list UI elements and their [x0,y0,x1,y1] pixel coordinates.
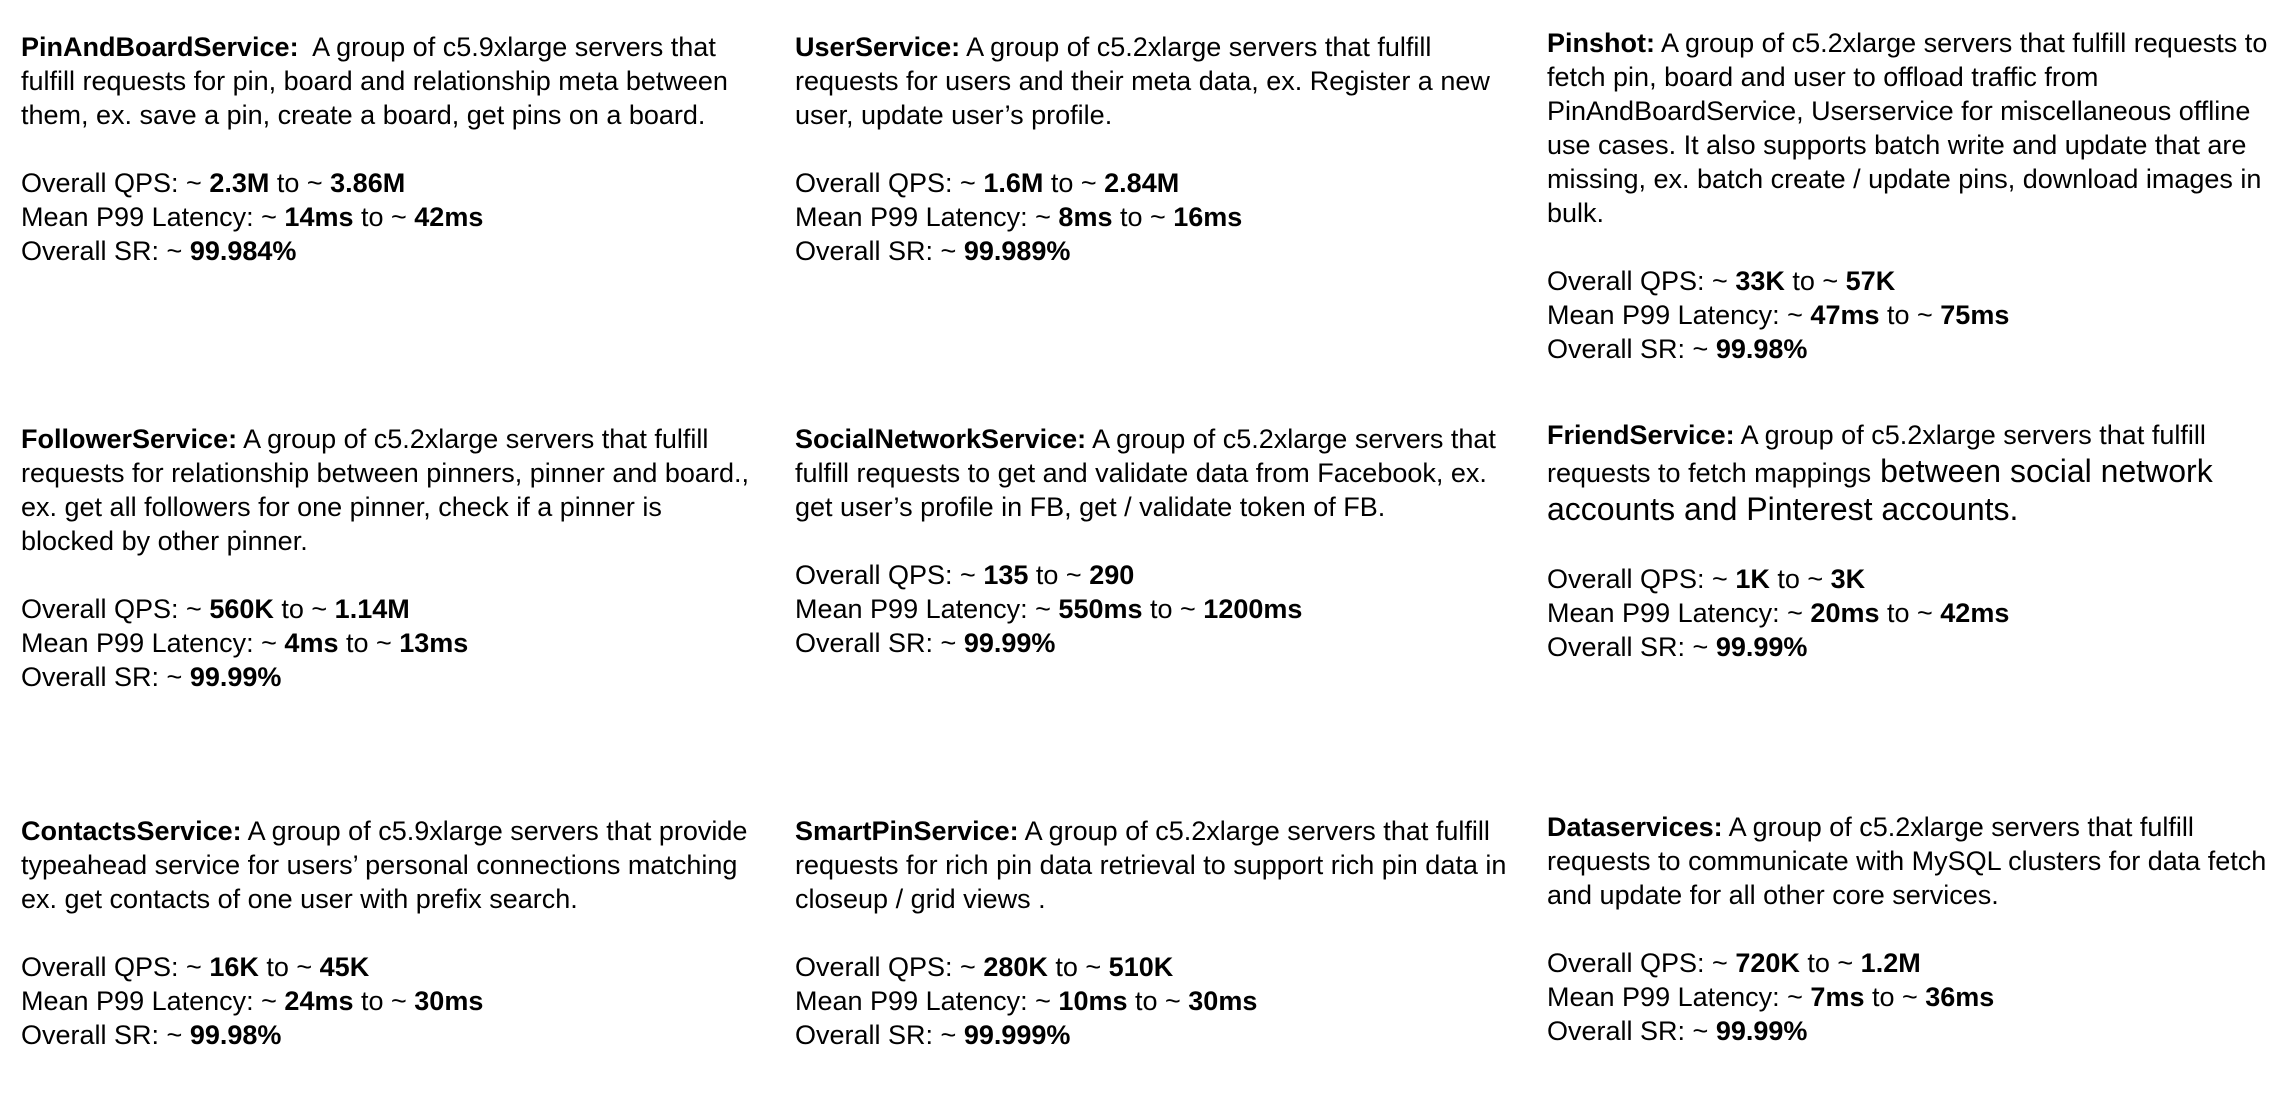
metric-sr: Overall SR: ~ 99.99% [1547,1016,1808,1046]
service-block-socialnetworkservice: SocialNetworkService: A group of c5.2xla… [795,422,1500,660]
service-metrics: Overall QPS: ~ 135 to ~ 290 Mean P99 Lat… [795,558,1500,660]
service-metrics: Overall QPS: ~ 280K to ~ 510K Mean P99 L… [795,950,1520,1052]
metric-qps: Overall QPS: ~ 720K to ~ 1.2M [1547,948,1921,978]
service-description: PinAndBoardService: A group of c5.9xlarg… [21,30,756,132]
metric-latency: Mean P99 Latency: ~ 7ms to ~ 36ms [1547,982,1995,1012]
metric-sr: Overall SR: ~ 99.99% [1547,632,1808,662]
service-block-smartpinservice: SmartPinService: A group of c5.2xlarge s… [795,814,1520,1052]
metric-latency: Mean P99 Latency: ~ 47ms to ~ 75ms [1547,300,2010,330]
service-metrics: Overall QPS: ~ 560K to ~ 1.14M Mean P99 … [21,592,756,694]
metric-latency: Mean P99 Latency: ~ 24ms to ~ 30ms [21,986,484,1016]
service-name: SocialNetworkService: [795,424,1087,454]
metric-qps: Overall QPS: ~ 33K to ~ 57K [1547,266,1896,296]
metric-qps: Overall QPS: ~ 1K to ~ 3K [1547,564,1866,594]
metric-latency: Mean P99 Latency: ~ 550ms to ~ 1200ms [795,594,1303,624]
service-desc-text: A group of c5.2xlarge servers that fulfi… [21,424,749,556]
service-metrics: Overall QPS: ~ 33K to ~ 57K Mean P99 Lat… [1547,264,2282,366]
metric-sr: Overall SR: ~ 99.999% [795,1020,1071,1050]
service-desc-text: A group of c5.2xlarge servers that fulfi… [1547,420,2206,488]
service-name: ContactsService: [21,816,242,846]
metric-latency: Mean P99 Latency: ~ 14ms to ~ 42ms [21,202,484,232]
service-description: ContactsService: A group of c5.9xlarge s… [21,814,761,916]
service-description: Dataservices: A group of c5.2xlarge serv… [1547,810,2282,912]
metric-latency: Mean P99 Latency: ~ 10ms to ~ 30ms [795,986,1258,1016]
service-metrics: Overall QPS: ~ 2.3M to ~ 3.86M Mean P99 … [21,166,756,268]
service-metrics: Overall QPS: ~ 1.6M to ~ 2.84M Mean P99 … [795,166,1500,268]
service-desc-text: A group of c5.2xlarge servers that fulfi… [795,424,1496,522]
service-description: FollowerService: A group of c5.2xlarge s… [21,422,756,558]
metric-qps: Overall QPS: ~ 135 to ~ 290 [795,560,1135,590]
service-desc-text: A group of c5.2xlarge servers that fulfi… [795,816,1507,914]
metric-sr: Overall SR: ~ 99.99% [795,628,1056,658]
metric-sr: Overall SR: ~ 99.984% [21,236,297,266]
metric-latency: Mean P99 Latency: ~ 4ms to ~ 13ms [21,628,469,658]
service-name: FriendService: [1547,420,1735,450]
service-name: PinAndBoardService: [21,32,299,62]
metric-sr: Overall SR: ~ 99.989% [795,236,1071,266]
service-description: SocialNetworkService: A group of c5.2xla… [795,422,1500,524]
service-block-followerservice: FollowerService: A group of c5.2xlarge s… [21,422,756,694]
metric-sr: Overall SR: ~ 99.98% [21,1020,282,1050]
service-name: Pinshot: [1547,28,1655,58]
service-desc-text: A group of c5.2xlarge servers that fulfi… [1547,28,2268,228]
service-block-pinshot: Pinshot: A group of c5.2xlarge servers t… [1547,26,2282,366]
metric-sr: Overall SR: ~ 99.99% [21,662,282,692]
service-name: UserService: [795,32,961,62]
service-metrics: Overall QPS: ~ 720K to ~ 1.2M Mean P99 L… [1547,946,2282,1048]
metric-qps: Overall QPS: ~ 16K to ~ 45K [21,952,370,982]
service-block-contactsservice: ContactsService: A group of c5.9xlarge s… [21,814,761,1052]
metric-sr: Overall SR: ~ 99.98% [1547,334,1808,364]
service-desc-text: A group of c5.2xlarge servers that fulfi… [795,32,1490,130]
metric-qps: Overall QPS: ~ 280K to ~ 510K [795,952,1174,982]
metric-qps: Overall QPS: ~ 560K to ~ 1.14M [21,594,410,624]
metric-latency: Mean P99 Latency: ~ 20ms to ~ 42ms [1547,598,2010,628]
service-desc-text-large: between social network accounts and Pint… [1547,453,2213,527]
service-desc-text: A group of c5.9xlarge servers that provi… [21,816,748,914]
metric-qps: Overall QPS: ~ 1.6M to ~ 2.84M [795,168,1180,198]
service-description: FriendService: A group of c5.2xlarge ser… [1547,418,2282,528]
service-block-userservice: UserService: A group of c5.2xlarge serve… [795,30,1500,268]
service-description: UserService: A group of c5.2xlarge serve… [795,30,1500,132]
service-metrics: Overall QPS: ~ 16K to ~ 45K Mean P99 Lat… [21,950,761,1052]
service-desc-text: A group of c5.2xlarge servers that fulfi… [1547,812,2267,910]
metric-qps: Overall QPS: ~ 2.3M to ~ 3.86M [21,168,406,198]
service-description: Pinshot: A group of c5.2xlarge servers t… [1547,26,2282,230]
metric-latency: Mean P99 Latency: ~ 8ms to ~ 16ms [795,202,1243,232]
service-block-dataservices: Dataservices: A group of c5.2xlarge serv… [1547,810,2282,1048]
service-name: FollowerService: [21,424,238,454]
service-block-pinandboardservice: PinAndBoardService: A group of c5.9xlarg… [21,30,756,268]
service-name: SmartPinService: [795,816,1019,846]
service-name: Dataservices: [1547,812,1723,842]
service-description: SmartPinService: A group of c5.2xlarge s… [795,814,1520,916]
service-metrics: Overall QPS: ~ 1K to ~ 3K Mean P99 Laten… [1547,562,2282,664]
service-desc-text: A group of c5.9xlarge servers that fulfi… [21,32,728,130]
service-block-friendservice: FriendService: A group of c5.2xlarge ser… [1547,418,2282,664]
